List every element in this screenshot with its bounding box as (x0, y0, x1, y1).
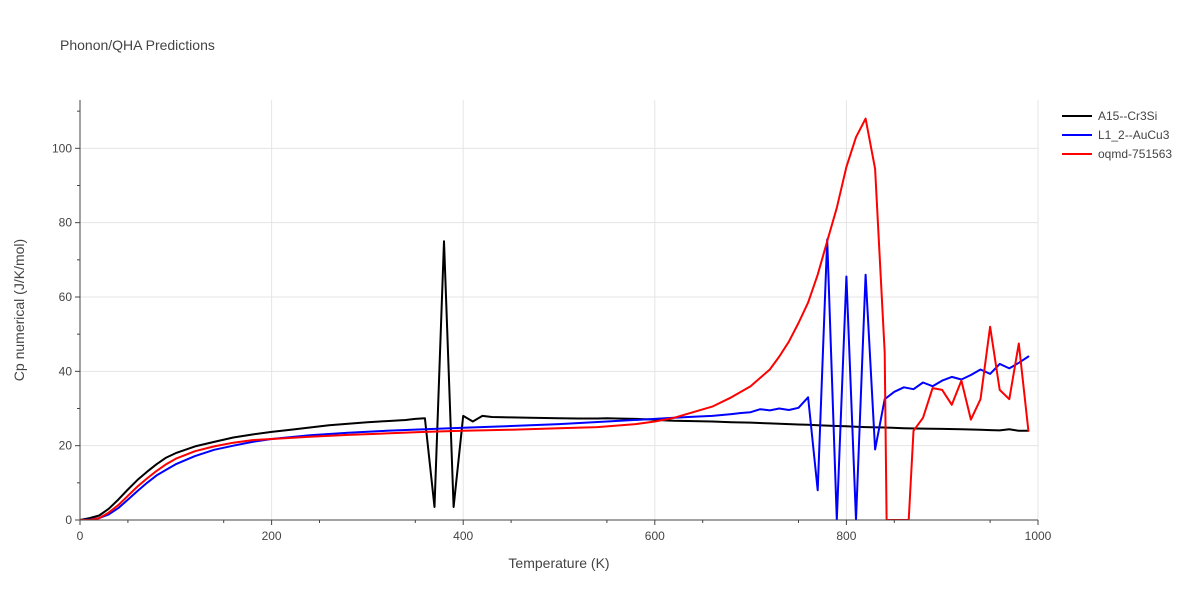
legend-item[interactable]: L1_2--AuCu3 (1062, 128, 1170, 142)
series-line-0[interactable] (80, 240, 1030, 520)
y-tick-label: 40 (59, 364, 73, 378)
x-tick-label: 200 (262, 529, 282, 543)
legend-label: oqmd-751563 (1098, 147, 1172, 161)
x-tick-label: 1000 (1025, 529, 1052, 543)
legend[interactable]: A15--Cr3Si L1_2--AuCu3 oqmd-751563 (1062, 109, 1172, 161)
axes (75, 100, 1039, 525)
plot-area (80, 117, 1030, 520)
x-tick-label: 800 (836, 529, 856, 543)
x-tick-label: 600 (645, 529, 665, 543)
legend-label: A15--Cr3Si (1098, 109, 1157, 123)
y-tick-label: 100 (52, 141, 72, 155)
x-axis-title: Temperature (K) (508, 555, 609, 571)
y-tick-label: 20 (59, 439, 73, 453)
tick-labels: 0 200 400 600 800 1000 0 20 40 60 80 100 (52, 141, 1052, 543)
y-tick-label: 0 (65, 513, 72, 527)
series-line-1[interactable] (80, 238, 1030, 520)
legend-label: L1_2--AuCu3 (1098, 128, 1170, 142)
legend-item[interactable]: A15--Cr3Si (1062, 109, 1157, 123)
y-axis-title: Cp numerical (J/K/mol) (11, 239, 27, 381)
chart-title: Phonon/QHA Predictions (60, 37, 215, 53)
x-tick-label: 0 (77, 529, 84, 543)
legend-item[interactable]: oqmd-751563 (1062, 147, 1172, 161)
x-tick-label: 400 (453, 529, 473, 543)
y-tick-label: 60 (59, 290, 73, 304)
series-line-2[interactable] (80, 117, 1030, 520)
y-tick-label: 80 (59, 216, 73, 230)
